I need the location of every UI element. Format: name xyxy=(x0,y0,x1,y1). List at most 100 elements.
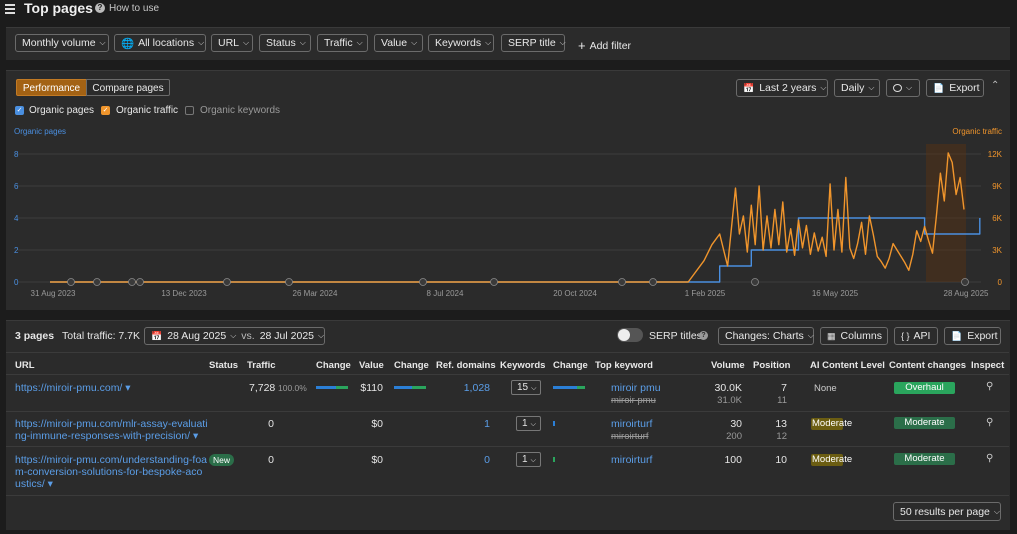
organic-traffic-checkbox[interactable]: ✓ xyxy=(101,106,110,115)
keywords-count: 1 xyxy=(522,454,528,465)
col-volume[interactable]: Volume xyxy=(711,360,745,371)
chevron-down-icon: ⌵ xyxy=(230,331,237,340)
row-url-cont[interactable]: ng-immune-responses-with-precision/ ▾ xyxy=(15,430,199,442)
menu-icon[interactable] xyxy=(5,3,15,14)
col-value[interactable]: Value xyxy=(359,360,384,371)
left-tick-label: 4 xyxy=(14,214,19,223)
header-top-divider xyxy=(6,352,1009,353)
serp-titles-toggle[interactable] xyxy=(617,328,643,342)
row-ref-domains[interactable]: 1 xyxy=(484,418,490,430)
right-tick-label: 3K xyxy=(992,246,1002,255)
ai-level-badge: Moderate xyxy=(811,454,853,466)
inspect-icon[interactable]: ⚲ xyxy=(986,417,994,428)
annotation-marker-icon xyxy=(961,278,969,286)
col-traffic[interactable]: Traffic xyxy=(247,360,276,371)
results-per-page-label: 50 results per page xyxy=(900,505,990,518)
keywords-select[interactable]: 1 ⌵ xyxy=(516,452,541,467)
col-keywords-change[interactable]: Change xyxy=(553,360,588,371)
row-url[interactable]: https://miroir-pmu.com/ ▾ xyxy=(15,382,131,394)
traffic-filter[interactable]: Traffic ⌵ xyxy=(317,34,368,52)
keywords-filter[interactable]: Keywords ⌵ xyxy=(428,34,494,52)
row-traffic: 0 xyxy=(268,454,274,466)
annotation-marker-icon xyxy=(285,278,293,286)
row-value: $110 xyxy=(360,382,383,394)
vs-label: vs. xyxy=(241,330,255,342)
page-title: Top pages xyxy=(24,0,93,16)
x-tick-label: 16 May 2025 xyxy=(812,289,859,298)
api-button[interactable]: { } API xyxy=(894,327,938,345)
results-per-page-select[interactable]: 50 results per page ⌵ xyxy=(893,502,1001,521)
how-to-use-link[interactable]: How to use xyxy=(109,3,160,14)
url-filter-label: URL xyxy=(218,37,240,49)
chevron-down-icon: ⌵ xyxy=(299,38,306,47)
keywords-select[interactable]: 15 ⌵ xyxy=(511,380,541,395)
row-top-keyword[interactable]: miroir pmu xyxy=(611,382,661,394)
row-url-cont[interactable]: m-conversion-solutions-for-bespoke-aco xyxy=(15,466,203,478)
col-content-changes[interactable]: Content changes xyxy=(889,360,967,371)
row-url[interactable]: https://miroir-pmu.com/understanding-foa xyxy=(15,454,207,466)
chevron-down-icon: ⌵ xyxy=(243,38,250,47)
value-filter[interactable]: Value ⌵ xyxy=(374,34,423,52)
col-url[interactable]: URL xyxy=(15,360,35,371)
serp-title-filter[interactable]: SERP title ⌵ xyxy=(501,34,566,52)
monthly-volume-filter[interactable]: Monthly volume ⌵ xyxy=(15,34,109,52)
locations-filter[interactable]: 🌐 All locations ⌵ xyxy=(114,34,206,52)
url-filter[interactable]: URL ⌵ xyxy=(211,34,253,52)
inspect-icon[interactable]: ⚲ xyxy=(986,453,994,464)
status-filter-label: Status xyxy=(266,37,296,49)
status-filter[interactable]: Status ⌵ xyxy=(259,34,311,52)
col-traffic-change[interactable]: Change xyxy=(316,360,351,371)
collapse-chevron-icon[interactable]: ⌃ xyxy=(991,80,1000,91)
globe-icon: 🌐 xyxy=(121,37,135,50)
header-bottom-divider xyxy=(6,374,1009,375)
changes-select[interactable]: Changes: Charts ⌵ xyxy=(718,327,814,345)
tab-performance[interactable]: Performance xyxy=(16,79,87,96)
compare-dates-select[interactable]: 📅 28 Aug 2025 ⌵ vs. 28 Jul 2025 ⌵ xyxy=(144,327,325,345)
col-keywords[interactable]: Keywords xyxy=(500,360,546,371)
monthly-volume-label: Monthly volume xyxy=(22,37,96,49)
row-ai-level: None xyxy=(814,383,837,394)
row-ref-domains[interactable]: 0 xyxy=(484,454,490,466)
date-range-select[interactable]: 📅 Last 2 years ⌵ xyxy=(736,79,828,97)
table-export-button[interactable]: 📄 Export xyxy=(944,327,1001,345)
add-filter-button[interactable]: + Add filter xyxy=(578,37,631,53)
col-ref-domains[interactable]: Ref. domains xyxy=(436,360,496,371)
organic-pages-checkbox[interactable]: ✓ xyxy=(15,106,24,115)
serp-titles-label: SERP titles xyxy=(649,330,702,342)
x-tick-label: 8 Jul 2024 xyxy=(427,289,464,298)
col-ai-content-level[interactable]: AI Content Level xyxy=(810,360,885,371)
chevron-down-icon: ⌵ xyxy=(530,457,536,464)
columns-button[interactable]: ▦ Columns xyxy=(820,327,888,345)
organic-keywords-legend: Organic keywords xyxy=(200,105,281,116)
keywords-change-bar xyxy=(553,386,585,389)
col-value-change[interactable]: Change xyxy=(394,360,429,371)
help-icon[interactable]: ? xyxy=(95,3,105,13)
chevron-down-icon: ⌵ xyxy=(531,385,537,392)
row-ref-domains[interactable]: 1,028 xyxy=(463,382,490,394)
col-inspect[interactable]: Inspect xyxy=(971,360,1005,371)
row-top-keyword[interactable]: miroirturf xyxy=(611,418,653,430)
organic-keywords-checkbox[interactable] xyxy=(185,106,194,115)
inspect-icon[interactable]: ⚲ xyxy=(986,381,994,392)
granularity-select[interactable]: Daily ⌵ xyxy=(834,79,880,97)
annotations-button[interactable]: ⌵ xyxy=(886,79,920,97)
row-top-keyword[interactable]: miroirturf xyxy=(611,454,653,466)
organic-pages-legend: Organic pages xyxy=(29,105,95,116)
left-tick-label: 6 xyxy=(14,182,19,191)
row-value: $0 xyxy=(371,454,383,466)
serp-titles-help-icon[interactable]: ? xyxy=(699,331,708,340)
col-status[interactable]: Status xyxy=(209,360,239,371)
col-position[interactable]: Position xyxy=(753,360,791,371)
row-url[interactable]: https://miroir-pmu.com/mlr-assay-evaluat… xyxy=(15,418,208,430)
tab-compare-pages[interactable]: Compare pages xyxy=(86,79,170,96)
right-tick-label: 0 xyxy=(998,278,1003,287)
chart-export-button[interactable]: 📄 Export xyxy=(926,79,984,97)
x-tick-label: 20 Oct 2024 xyxy=(553,289,597,298)
keywords-select[interactable]: 1 ⌵ xyxy=(516,416,541,431)
annotation-marker-icon xyxy=(223,278,231,286)
col-top-keyword[interactable]: Top keyword xyxy=(595,360,653,371)
row-url-cont[interactable]: ustics/ ▾ xyxy=(15,478,53,490)
changes-label: Changes: Charts xyxy=(725,330,804,342)
pages-count: 3 pages xyxy=(15,330,55,342)
ai-level-badge: Moderate xyxy=(811,418,853,430)
